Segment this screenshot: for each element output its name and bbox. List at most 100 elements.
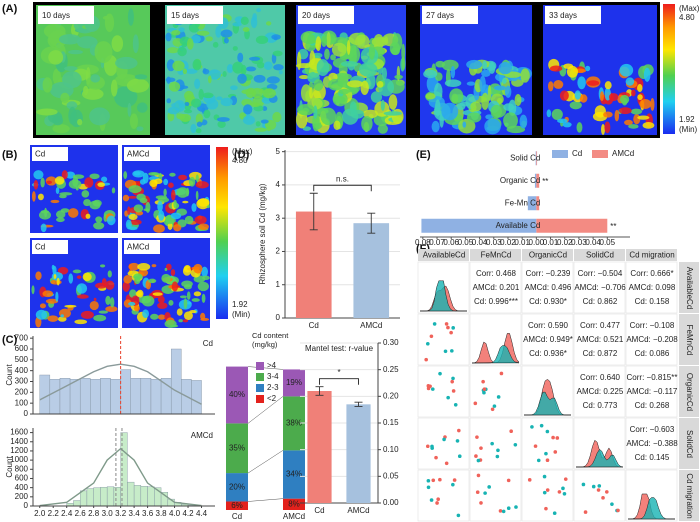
histogram-bar	[120, 369, 131, 415]
heatmap-spot	[232, 46, 238, 51]
heatmap-spot	[182, 319, 189, 323]
bar	[536, 196, 540, 211]
heatmap-spot	[355, 34, 370, 49]
heatmap-spot	[338, 88, 352, 95]
stacked-segment	[283, 450, 305, 499]
scatter-dot	[490, 407, 495, 412]
bar	[307, 391, 332, 503]
heatmap-spot	[466, 59, 483, 70]
heatmap-spot	[56, 217, 65, 223]
scatter-dot	[444, 461, 449, 466]
x-tick-label: 3.0	[102, 509, 114, 518]
heatmap-spot	[189, 310, 197, 314]
correlation-text: Cd: 0.086	[635, 349, 670, 358]
heatmap-spot	[40, 223, 47, 233]
x-tick-label: 2.2	[48, 509, 60, 518]
heatmap-spot	[604, 121, 611, 134]
heatmap-spot	[134, 74, 148, 80]
heatmap-spot	[55, 291, 59, 302]
heatmap-spot	[249, 56, 261, 61]
x-tick-label: 3.6	[142, 509, 154, 518]
colorbar-max-note: (Max)	[679, 4, 700, 13]
correlation-text: AMCd: 0.201	[473, 283, 520, 292]
image-label-box	[32, 147, 68, 161]
x-tick-label: 0.07	[429, 238, 445, 247]
y-tick-label: 1200	[10, 446, 28, 455]
legend-title: Cd content (mg/kg)	[252, 331, 289, 349]
heatmap-spot	[124, 210, 129, 217]
y-tick-label: 0	[24, 501, 29, 510]
heatmap-spot	[68, 179, 82, 189]
histogram-bar	[113, 486, 121, 507]
heatmap-spot	[166, 76, 171, 84]
heatmap-spot	[501, 78, 507, 84]
heatmap-spot	[347, 45, 361, 64]
scatter-dot	[563, 477, 568, 481]
heatmap-spot	[488, 61, 496, 74]
heatmap-spot	[191, 203, 197, 212]
scatter-dot	[481, 379, 485, 384]
heatmap-spot	[273, 36, 278, 41]
heatmap-spot	[183, 298, 188, 309]
heatmap-spot	[202, 275, 210, 281]
scatter-dot	[428, 384, 432, 389]
heatmap-spot	[253, 74, 266, 83]
heatmap-spot	[215, 25, 222, 38]
image-label: AMCd	[127, 243, 149, 252]
heatmap-spot	[183, 109, 193, 114]
x-tick-label: 0.02	[557, 238, 573, 247]
heatmap-spot	[503, 103, 515, 111]
heatmap-spot	[184, 90, 194, 101]
image-label-box	[545, 6, 601, 24]
heatmap-spot	[331, 42, 347, 57]
heatmap-spot	[141, 295, 155, 307]
row-header: Cd migration	[685, 473, 694, 518]
y-axis-title: Rhizosphere soil Cd (mg/kg)	[258, 183, 267, 284]
heatmap-spot	[33, 180, 39, 190]
scatter-dot	[506, 506, 511, 511]
heatmap-spot	[177, 46, 187, 57]
x-tick-label: Cd	[309, 321, 319, 330]
heatmap-spot	[167, 222, 173, 230]
heatmap-spot	[603, 111, 613, 118]
heatmap-spot	[179, 295, 188, 299]
x-tick-label: 0.03	[486, 238, 502, 247]
x-tick-label: 3.8	[156, 509, 168, 518]
stacked-segment	[226, 423, 248, 474]
heatmap-spot	[197, 198, 210, 207]
heatmap-spot	[182, 200, 189, 204]
heatmap-spot	[326, 31, 331, 47]
heatmap-spot	[482, 60, 487, 70]
scatter-dot	[479, 501, 483, 505]
heatmap-spot	[105, 280, 115, 290]
heatmap-spot	[164, 319, 177, 328]
heatmap-spot	[466, 112, 482, 123]
heatmap-spot	[55, 210, 66, 219]
heatmap-spot	[206, 98, 219, 110]
histogram-bar	[79, 378, 91, 415]
scatter-dot	[539, 423, 544, 428]
heatmap-spot	[152, 292, 163, 296]
heatmap-spot	[324, 48, 330, 60]
value-label: 20%	[229, 482, 245, 491]
heatmap-spot	[111, 187, 116, 194]
scatter-dot	[482, 390, 486, 395]
correlation-text: AMCd: −0.706	[574, 283, 626, 292]
scatter-dot	[443, 349, 448, 354]
heatmap-spot	[316, 59, 330, 76]
y-tick-label: 0.30	[383, 338, 399, 347]
heatmap-spot	[637, 84, 643, 93]
bar	[346, 404, 371, 503]
scatter-dot	[545, 488, 550, 492]
heatmap-spot	[520, 68, 530, 83]
image-label: Cd	[35, 150, 45, 159]
scatter-dot	[426, 485, 431, 490]
heatmap-spot	[444, 79, 462, 87]
heatmap-spot	[630, 108, 643, 115]
heatmap-spot	[92, 199, 102, 207]
correlation-text: Cd: 0.936*	[529, 349, 567, 358]
y-tick-label: 2	[276, 247, 281, 256]
scatter-dot	[610, 502, 614, 506]
heatmap-spot	[245, 66, 257, 72]
heatmap-spot	[226, 63, 234, 74]
